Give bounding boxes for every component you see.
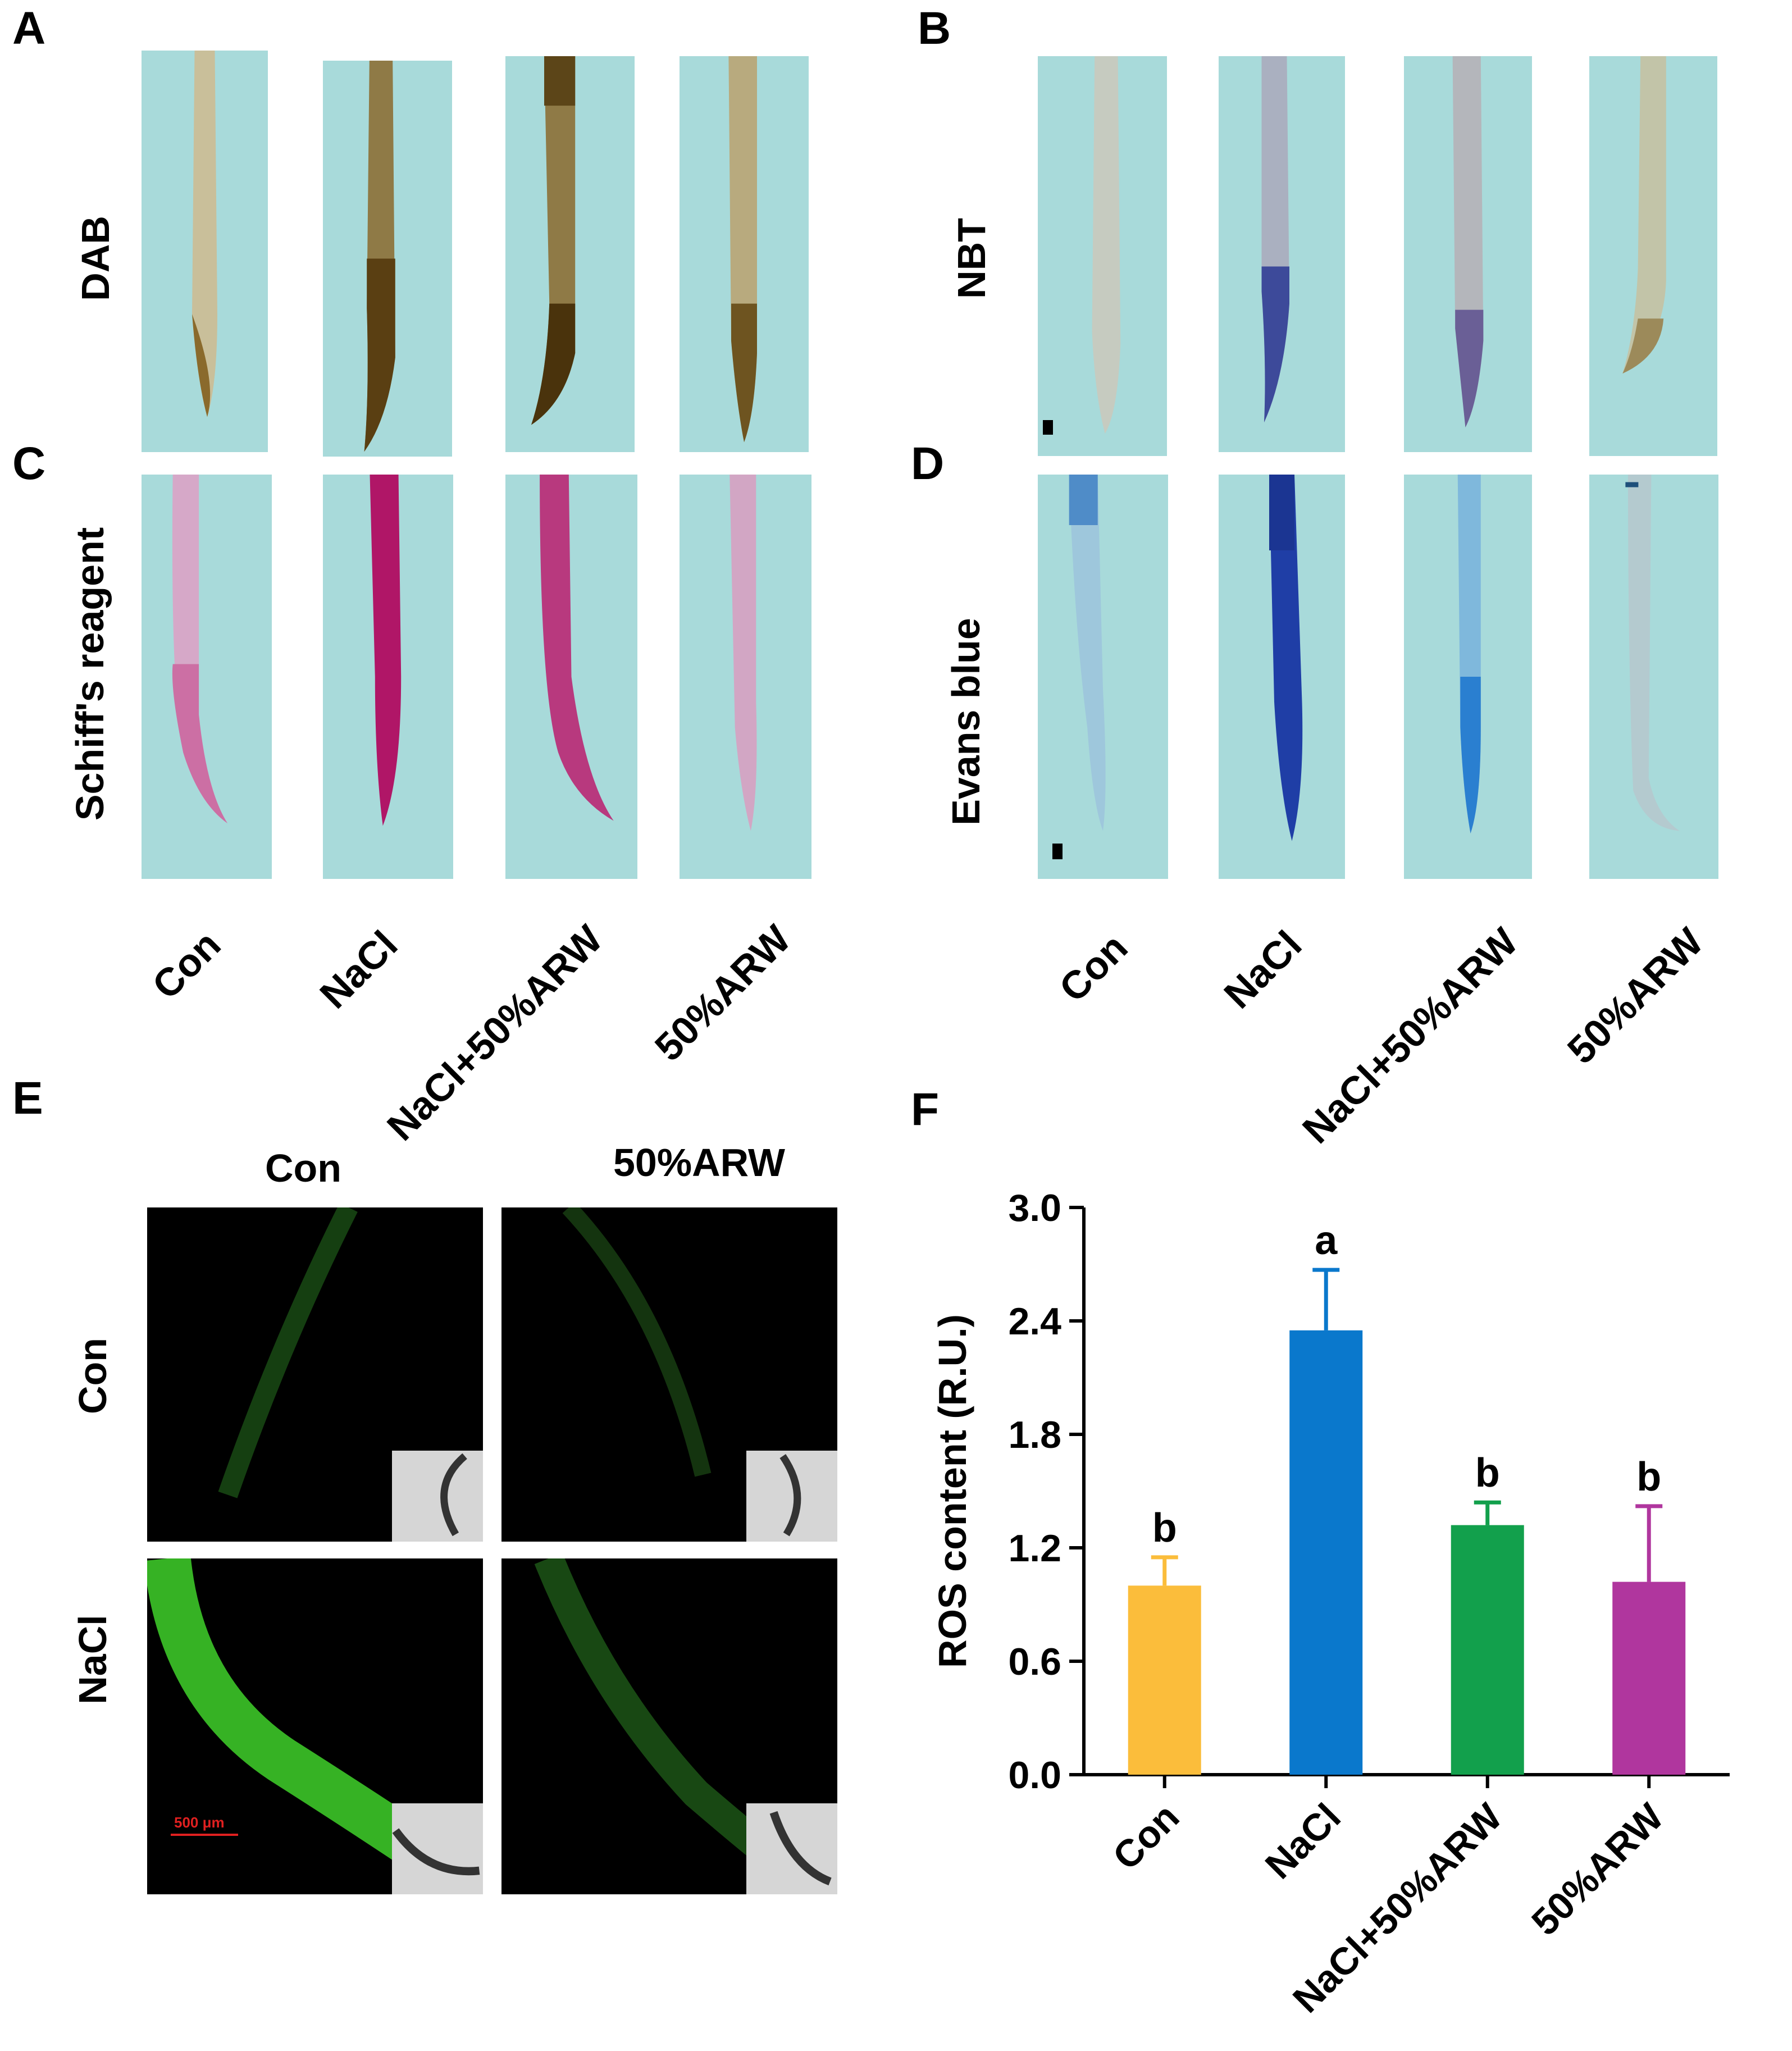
bd-label-arw: 50%ARW — [1559, 919, 1712, 1072]
bar — [1612, 1581, 1686, 1775]
bar — [1289, 1330, 1363, 1775]
significance-label: b — [1475, 1451, 1500, 1496]
evans-root-nacl-arw — [1404, 475, 1532, 879]
ac-label-con: Con — [144, 922, 229, 1008]
dab-root-nacl-arw — [505, 56, 635, 452]
stain-label-dab: DAB — [74, 216, 117, 301]
brightfield-inset — [392, 1451, 483, 1542]
evans-scale-bar — [1052, 844, 1063, 859]
panel-letter-d: D — [911, 438, 945, 489]
fluor-arw-con — [501, 1207, 837, 1542]
fluor-arw-nacl — [501, 1558, 837, 1894]
schiff-root-nacl — [323, 475, 453, 879]
x-tick-label: 50%ARW — [1524, 1795, 1672, 1944]
significance-label: a — [1315, 1218, 1338, 1263]
fluor-con-nacl: 500 μm — [147, 1558, 483, 1894]
fluor-con-con — [147, 1207, 483, 1542]
y-tick-label: 0.0 — [1008, 1754, 1061, 1797]
stain-label-nbt: NBT — [950, 218, 993, 299]
e-row-label-con: Con — [71, 1337, 115, 1415]
dab-root-nacl — [323, 61, 452, 457]
schiff-root-nacl-arw — [505, 475, 637, 879]
bar — [1128, 1585, 1201, 1775]
e-scale-label: 500 μm — [174, 1814, 225, 1831]
significance-label: b — [1636, 1455, 1661, 1499]
panel-letter-c: C — [12, 438, 46, 489]
stain-label-schiff: Schiff's reagent — [68, 527, 112, 821]
bd-label-nacl: NaCl — [1215, 922, 1310, 1017]
panel-letter-f: F — [911, 1084, 940, 1135]
panel-letter-e: E — [12, 1073, 43, 1124]
e-col-label-con: Con — [265, 1146, 342, 1190]
schiff-root-arw — [680, 475, 811, 879]
nbt-root-arw — [1589, 56, 1717, 456]
y-tick-label: 1.8 — [1008, 1414, 1061, 1456]
dab-root-arw — [680, 56, 809, 452]
nbt-root-con — [1038, 56, 1167, 456]
y-tick-label: 2.4 — [1008, 1300, 1061, 1343]
evans-root-arw — [1589, 475, 1718, 879]
x-tick-label: NaCl — [1257, 1795, 1349, 1887]
nbt-scale-bar — [1043, 420, 1053, 435]
panel-letter-b: B — [918, 3, 951, 54]
evans-root-nacl — [1219, 475, 1345, 879]
stain-label-evans: Evans blue — [944, 618, 988, 826]
y-tick-label: 1.2 — [1008, 1527, 1061, 1570]
brightfield-inset — [746, 1451, 837, 1542]
ac-label-nacl-arw: NaCl+50%ARW — [379, 917, 611, 1149]
brightfield-inset — [392, 1803, 483, 1894]
x-tick-label: Con — [1105, 1795, 1187, 1878]
bar — [1451, 1525, 1524, 1775]
brightfield-inset — [746, 1803, 837, 1894]
ros-bar-chart: 0.0 0.6 1.2 1.8 2.4 3.0 ROS content (R.U.) b Co… — [932, 1187, 1730, 2021]
e-col-label-arw: 50%ARW — [613, 1141, 786, 1184]
significance-label: b — [1152, 1506, 1177, 1551]
bd-label-con: Con — [1051, 925, 1136, 1010]
schiff-root-con — [142, 475, 272, 879]
y-tick-label: 3.0 — [1008, 1187, 1061, 1229]
panel-letter-a: A — [12, 3, 46, 54]
evans-root-con — [1038, 475, 1168, 879]
dab-root-con — [142, 51, 268, 452]
y-axis-label: ROS content (R.U.) — [932, 1314, 974, 1668]
e-scale-bar — [171, 1834, 238, 1836]
nbt-root-nacl — [1219, 56, 1345, 452]
e-row-label-nacl: NaCl — [71, 1615, 115, 1704]
nbt-root-nacl-arw — [1404, 56, 1532, 452]
ac-label-nacl: NaCl — [311, 922, 406, 1017]
bd-label-nacl-arw: NaCl+50%ARW — [1294, 919, 1526, 1152]
y-tick-label: 0.6 — [1008, 1640, 1061, 1683]
ac-label-arw: 50%ARW — [646, 917, 799, 1069]
